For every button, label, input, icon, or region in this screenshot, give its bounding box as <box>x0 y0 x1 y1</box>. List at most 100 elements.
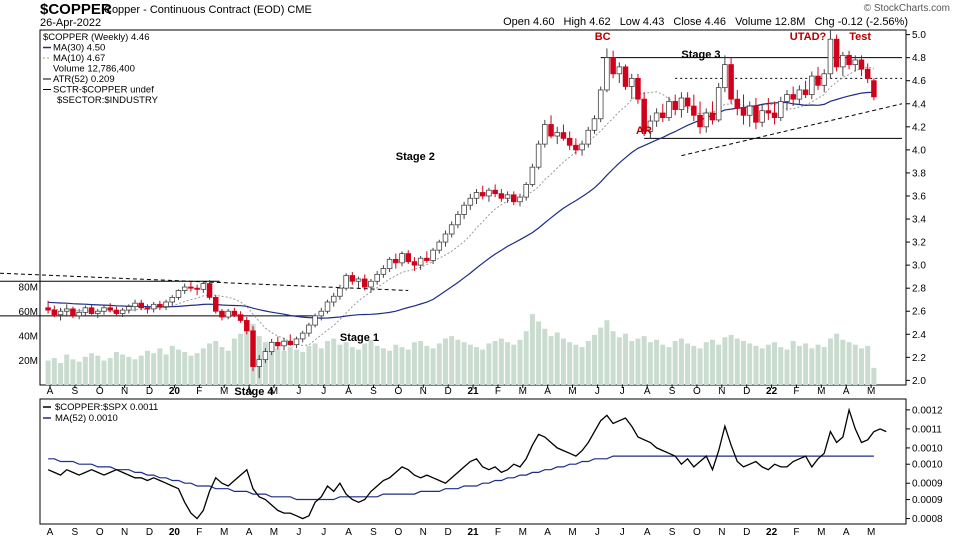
annotation-test: Test <box>849 31 871 43</box>
quote-low: Low 4.43 <box>619 16 665 28</box>
ratio-y-tick-label: 0.0009 <box>912 479 943 490</box>
candle-body <box>126 306 132 311</box>
candle-body <box>529 166 536 185</box>
candle-body <box>628 78 635 87</box>
volume-bar <box>604 320 610 385</box>
candle-body <box>45 307 51 311</box>
ratio-legend-item: MA(52) 0.0010 <box>55 413 118 424</box>
candle-body <box>281 340 287 347</box>
candle-body <box>442 233 449 243</box>
candle-body <box>163 301 169 308</box>
candle-body <box>362 278 368 288</box>
candle-body <box>709 112 716 121</box>
volume-bar <box>821 347 827 385</box>
volume-bar <box>641 336 647 385</box>
ratio-x-tick-label: J <box>620 527 625 538</box>
candle-body <box>287 340 294 346</box>
volume-bar <box>492 341 498 385</box>
volume-bar <box>262 342 268 385</box>
volume-bar <box>293 349 299 385</box>
chart-header: $COPPER Copper - Continuous Contract (EO… <box>0 0 960 30</box>
candle-body <box>852 59 859 65</box>
price-y-tick-label: 2.8 <box>912 284 926 295</box>
volume-bar <box>709 339 715 385</box>
volume-bar <box>113 352 119 385</box>
volume-bar <box>176 349 181 385</box>
volume-bar <box>585 341 591 385</box>
symbol-description: Copper - Continuous Contract (EOD) CME <box>104 4 312 16</box>
volume-bar <box>325 341 330 385</box>
volume-bar <box>188 355 194 385</box>
candle-body <box>523 184 529 198</box>
candle-body <box>833 38 840 68</box>
ratio-x-tick-label: O <box>394 527 402 538</box>
volume-bar <box>64 354 70 385</box>
ratio-x-tick-label: M <box>270 527 278 538</box>
volume-bar <box>517 339 523 385</box>
candle-body <box>790 94 796 100</box>
candle-body <box>504 194 511 199</box>
candle-body <box>411 261 418 266</box>
candle-body <box>746 105 753 116</box>
volume-bar <box>455 339 461 385</box>
price-x-tick-label: S <box>370 386 377 397</box>
volume-bar <box>858 348 864 385</box>
candle-body <box>430 249 436 261</box>
volume-bar <box>318 348 324 385</box>
volume-bar <box>796 345 802 385</box>
quote-bar: Open 4.60 High 4.62 Low 4.43 Close 4.46 … <box>497 16 908 28</box>
annotation-bc: BC <box>595 31 611 43</box>
volume-bar <box>697 348 703 385</box>
volume-bar <box>734 338 740 385</box>
candle-body <box>132 302 138 308</box>
price-x-tick-label: N <box>420 386 427 397</box>
candle-body <box>734 98 741 109</box>
volume-bar <box>138 355 144 385</box>
price-legend-item: $SECTOR:$INDUSTRY <box>57 95 159 106</box>
price-y-tick-label: 2.6 <box>912 307 926 318</box>
candle-body <box>380 268 387 275</box>
volume-bar <box>244 330 250 385</box>
candle-body <box>809 75 815 95</box>
volume-bar <box>809 348 815 385</box>
ratio-x-tick-label: A <box>644 527 651 538</box>
volume-bar <box>480 349 486 385</box>
candle-body <box>697 114 703 128</box>
candle-body <box>436 241 443 251</box>
volume-bar <box>598 327 604 385</box>
candle-body <box>349 275 356 282</box>
candle-body <box>715 87 722 121</box>
price-x-tick-label: O <box>394 386 402 397</box>
volume-bar <box>89 353 95 385</box>
price-panel-frame <box>39 29 907 386</box>
quote-open: Open 4.60 <box>503 16 555 28</box>
volume-bar <box>95 355 101 385</box>
candle-body <box>70 308 76 317</box>
candle-body <box>424 257 430 261</box>
volume-bar <box>213 341 219 385</box>
volume-bar <box>747 343 753 385</box>
volume-bar <box>741 341 746 385</box>
candle-body <box>610 57 616 75</box>
volume-bar <box>107 358 113 385</box>
candle-body <box>784 94 790 102</box>
ratio-x-tick-label: A <box>843 527 850 538</box>
candle-body <box>498 193 505 199</box>
price-y-tick-label: 3.0 <box>912 261 926 272</box>
candle-body <box>765 110 772 114</box>
candle-body <box>511 194 517 203</box>
volume-bar <box>45 360 51 385</box>
candle-body <box>119 309 126 314</box>
candle-body <box>604 57 610 91</box>
volume-bar <box>635 338 641 385</box>
price-x-tick-label: M <box>817 386 825 397</box>
candle-body <box>542 124 548 145</box>
price-legend-item: MA(30) 4.50 <box>53 43 105 54</box>
price-x-tick-label: D <box>445 386 452 397</box>
ratio-x-tick-label: S <box>669 527 676 538</box>
candle-body <box>691 105 697 116</box>
price-x-tick-label: A <box>644 386 651 397</box>
candle-body <box>157 303 163 308</box>
volume-bar <box>231 338 237 385</box>
